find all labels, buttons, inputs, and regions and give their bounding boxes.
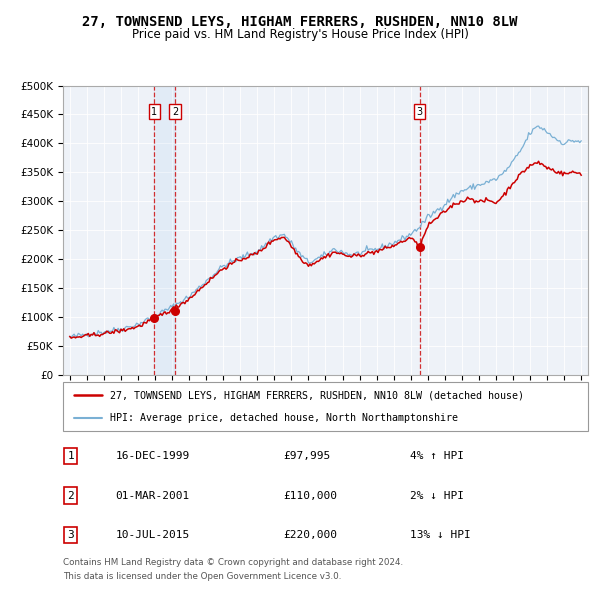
FancyBboxPatch shape xyxy=(63,382,588,431)
Text: £97,995: £97,995 xyxy=(284,451,331,461)
Text: 2: 2 xyxy=(67,491,74,500)
Text: 27, TOWNSEND LEYS, HIGHAM FERRERS, RUSHDEN, NN10 8LW (detached house): 27, TOWNSEND LEYS, HIGHAM FERRERS, RUSHD… xyxy=(110,391,524,401)
Text: Contains HM Land Registry data © Crown copyright and database right 2024.: Contains HM Land Registry data © Crown c… xyxy=(63,558,403,566)
Text: HPI: Average price, detached house, North Northamptonshire: HPI: Average price, detached house, Nort… xyxy=(110,412,458,422)
Text: 10-JUL-2015: 10-JUL-2015 xyxy=(115,530,190,540)
Text: 16-DEC-1999: 16-DEC-1999 xyxy=(115,451,190,461)
Text: 2% ↓ HPI: 2% ↓ HPI xyxy=(409,491,464,500)
Text: 3: 3 xyxy=(416,107,422,117)
Text: 1: 1 xyxy=(67,451,74,461)
Bar xyxy=(154,86,175,375)
Text: 01-MAR-2001: 01-MAR-2001 xyxy=(115,491,190,500)
Text: 27, TOWNSEND LEYS, HIGHAM FERRERS, RUSHDEN, NN10 8LW: 27, TOWNSEND LEYS, HIGHAM FERRERS, RUSHD… xyxy=(82,15,518,29)
Text: 1: 1 xyxy=(151,107,157,117)
Text: £220,000: £220,000 xyxy=(284,530,337,540)
Text: £110,000: £110,000 xyxy=(284,491,337,500)
Text: 3: 3 xyxy=(67,530,74,540)
Text: 13% ↓ HPI: 13% ↓ HPI xyxy=(409,530,470,540)
Text: This data is licensed under the Open Government Licence v3.0.: This data is licensed under the Open Gov… xyxy=(63,572,341,581)
Text: 2: 2 xyxy=(172,107,178,117)
Text: 4% ↑ HPI: 4% ↑ HPI xyxy=(409,451,464,461)
Text: Price paid vs. HM Land Registry's House Price Index (HPI): Price paid vs. HM Land Registry's House … xyxy=(131,28,469,41)
